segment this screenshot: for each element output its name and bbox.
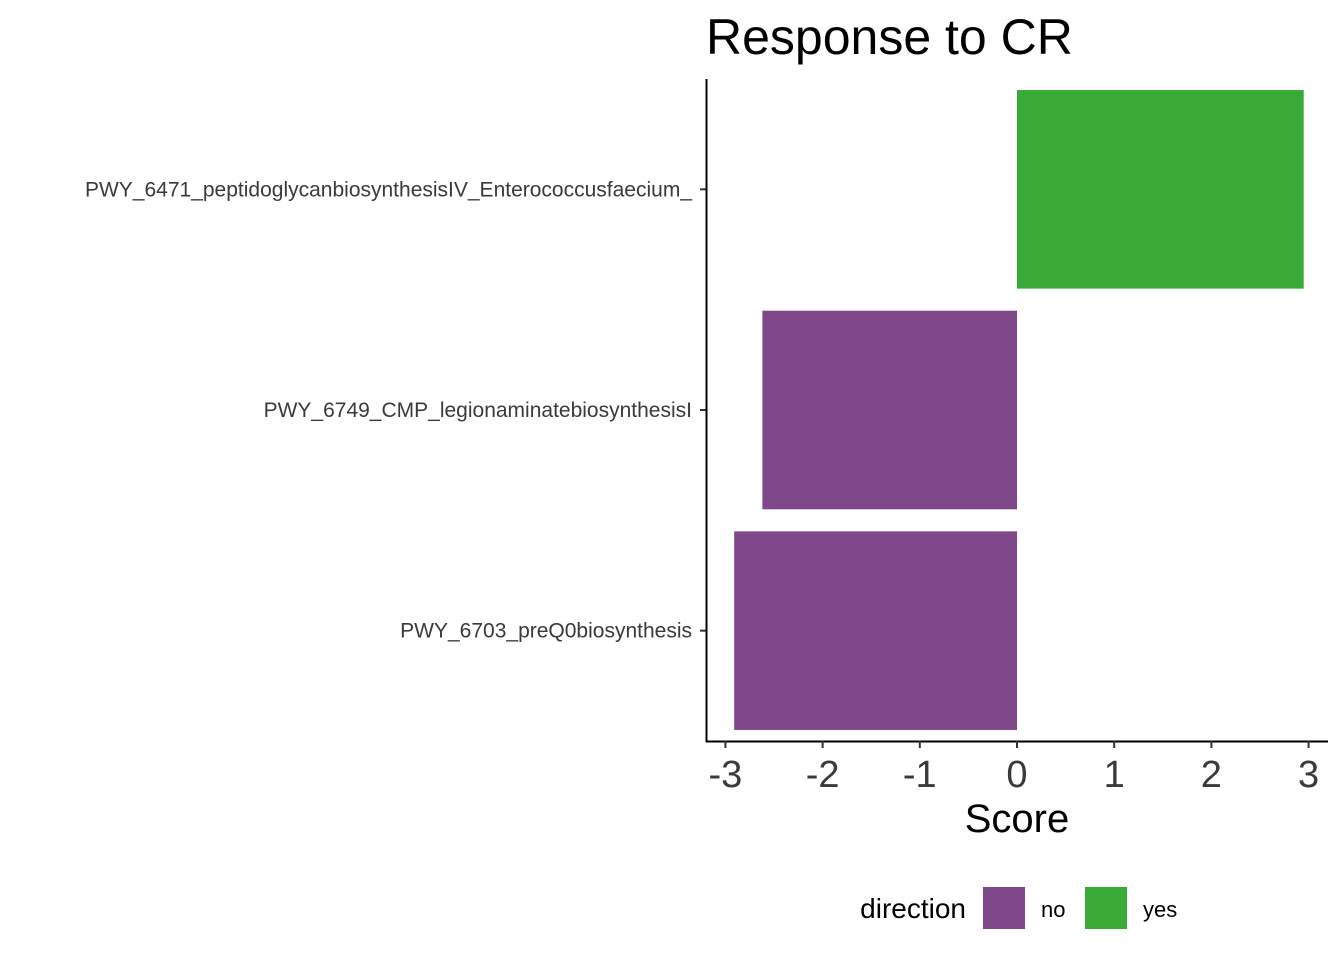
x-tick-label-5: 1 bbox=[1104, 754, 1125, 796]
x-tick-label-1: -3 bbox=[709, 754, 743, 796]
x-tick-label-4: 0 bbox=[1006, 754, 1027, 796]
legend-key-no bbox=[983, 887, 1025, 929]
legend-label-no: no bbox=[1041, 897, 1065, 922]
y-tick-label-2: PWY_6749_CMP_legionaminatebiosynthesisI bbox=[264, 399, 692, 422]
legend-label-yes: yes bbox=[1143, 897, 1177, 922]
bar-3 bbox=[734, 531, 1017, 730]
chart-title: Response to CR bbox=[706, 9, 1073, 65]
x-axis-title: Score bbox=[965, 797, 1070, 841]
y-tick-label-3: PWY_6703_preQ0biosynthesis bbox=[400, 620, 692, 643]
x-tick-label-7: 3 bbox=[1298, 754, 1319, 796]
bar-2 bbox=[762, 310, 1017, 510]
legend-key-yes bbox=[1085, 887, 1127, 929]
x-tick-label-2: -2 bbox=[806, 754, 840, 796]
legend: direction no yes bbox=[860, 887, 1177, 929]
bars bbox=[734, 90, 1304, 730]
y-tick-label-1: PWY_6471_peptidoglycanbiosynthesisIV_Ent… bbox=[85, 178, 692, 201]
bar-1 bbox=[1017, 90, 1304, 289]
x-tick-label-3: -1 bbox=[903, 754, 937, 796]
legend-title: direction bbox=[860, 893, 966, 924]
x-axis-ticks: -3 -2 -1 0 1 2 3 bbox=[709, 741, 1319, 796]
y-axis-labels: PWY_6471_peptidoglycanbiosynthesisIV_Ent… bbox=[85, 178, 706, 643]
x-tick-label-6: 2 bbox=[1201, 754, 1222, 796]
